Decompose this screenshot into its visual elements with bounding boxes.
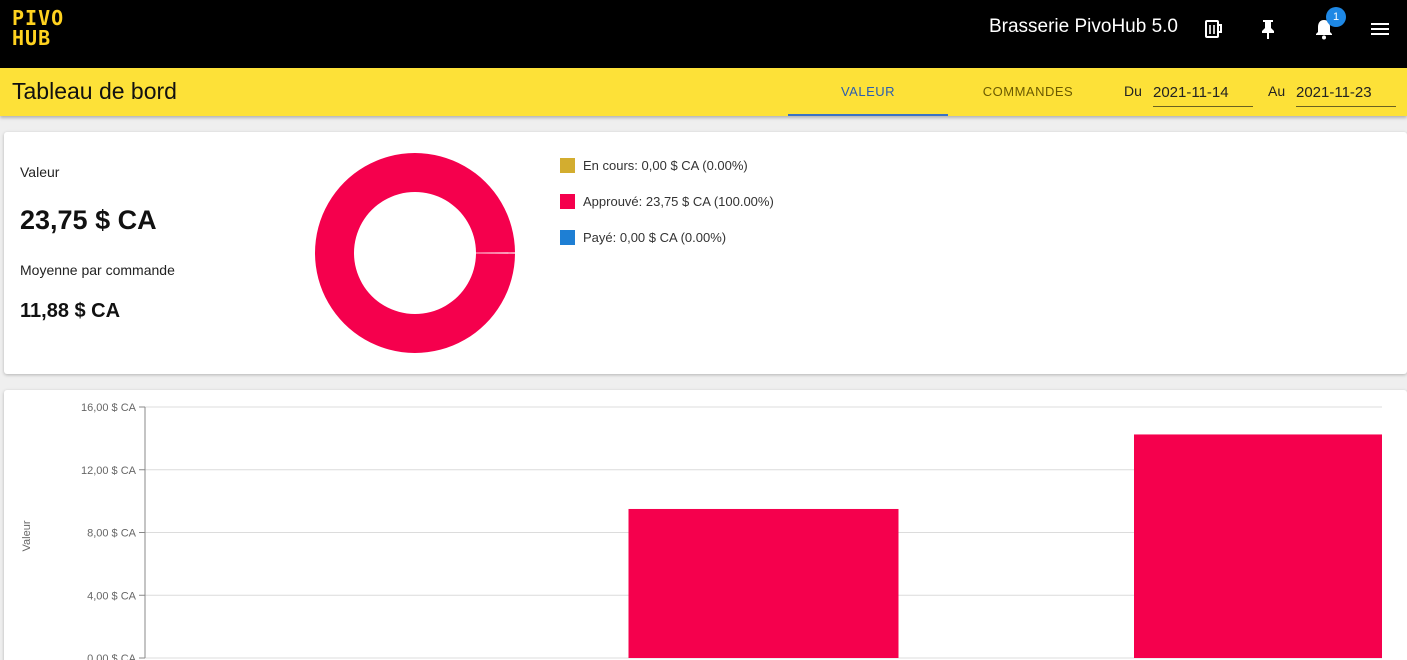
bar-2[interactable] bbox=[1134, 434, 1382, 658]
notification-badge: 1 bbox=[1326, 7, 1346, 27]
pin-icon[interactable] bbox=[1255, 16, 1281, 42]
legend-label-en-cours: En cours: 0,00 $ CA (0.00%) bbox=[583, 158, 748, 173]
y-axis-label: Valeur bbox=[21, 520, 33, 551]
average-value: 11,88 $ CA bbox=[20, 300, 121, 322]
to-date-input[interactable] bbox=[1296, 78, 1396, 107]
legend-item-approuve[interactable]: Approuvé: 23,75 $ CA (100.00%) bbox=[560, 193, 774, 211]
donut-slice-1[interactable] bbox=[314, 152, 515, 353]
tab-commandes[interactable]: COMMANDES bbox=[982, 84, 1074, 99]
bar-chart-card: Valeur 0,00 $ CA 4,00 $ CA 8,00 $ CA 12,00 … bbox=[4, 390, 1407, 660]
value-label: Valeur bbox=[20, 164, 60, 180]
sub-header: Tableau de bord VALEUR COMMANDES Du Au bbox=[0, 68, 1407, 116]
legend-swatch-en-cours bbox=[560, 158, 575, 173]
from-date-input[interactable] bbox=[1153, 78, 1253, 107]
legend-label-paye: Payé: 0,00 $ CA (0.00%) bbox=[583, 230, 727, 245]
legend-item-paye[interactable]: Payé: 0,00 $ CA (0.00%) bbox=[560, 229, 726, 247]
tab-valeur[interactable]: VALEUR bbox=[788, 68, 948, 116]
legend-swatch-approuve bbox=[560, 194, 575, 209]
summary-card: Valeur 23,75 $ CA Moyenne par commande 1… bbox=[4, 132, 1407, 374]
logo-line-2: HUB bbox=[12, 26, 52, 50]
from-date-label: Du bbox=[1124, 83, 1142, 99]
total-value: 23,75 $ CA bbox=[20, 205, 157, 235]
logo-line-1: PIVO bbox=[12, 6, 65, 30]
y-tick-label-4: 16,00 $ CA bbox=[81, 402, 137, 414]
donut-chart bbox=[314, 152, 515, 353]
top-bar: PIVO HUB Brasserie PivoHub 5.0 1 bbox=[0, 0, 1407, 68]
to-date-label: Au bbox=[1268, 83, 1286, 99]
legend-swatch-paye bbox=[560, 230, 575, 245]
legend-item-en-cours[interactable]: En cours: 0,00 $ CA (0.00%) bbox=[560, 157, 748, 175]
bar-chart: Valeur 0,00 $ CA 4,00 $ CA 8,00 $ CA 12,00 … bbox=[21, 402, 1382, 660]
pivohub-logo[interactable]: PIVO HUB bbox=[12, 8, 64, 48]
y-tick-label-3: 12,00 $ CA bbox=[81, 465, 137, 477]
hamburger-menu-icon[interactable] bbox=[1367, 16, 1393, 42]
average-label: Moyenne par commande bbox=[20, 262, 175, 278]
y-tick-label-0: 0,00 $ CA bbox=[87, 653, 137, 660]
y-tick-label-1: 4,00 $ CA bbox=[87, 590, 137, 602]
page-title: Tableau de bord bbox=[12, 78, 177, 104]
legend-label-approuve: Approuvé: 23,75 $ CA (100.00%) bbox=[583, 194, 774, 209]
beer-menu-icon[interactable] bbox=[1201, 16, 1227, 42]
app-title: Brasserie PivoHub 5.0 bbox=[988, 16, 1178, 37]
y-tick-label-2: 8,00 $ CA bbox=[87, 528, 137, 540]
bar-1[interactable] bbox=[628, 508, 899, 658]
